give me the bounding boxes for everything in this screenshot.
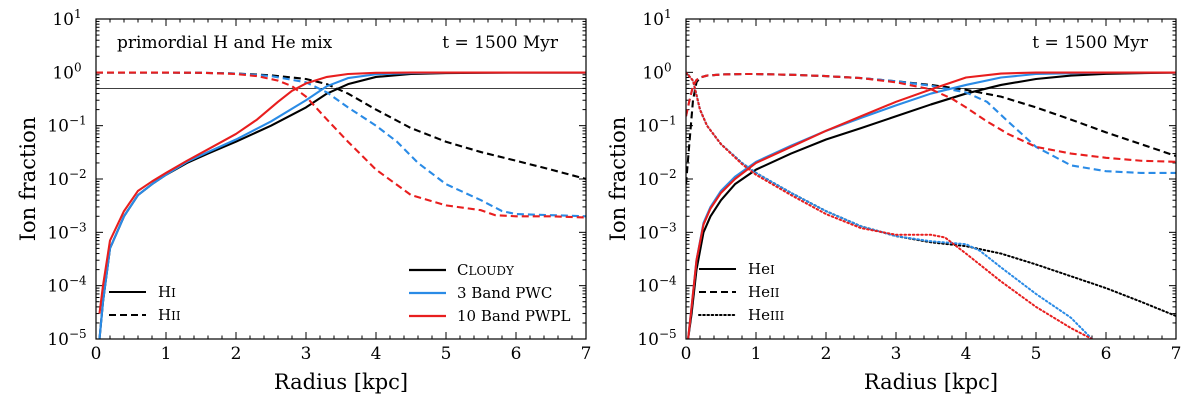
- series-line: [686, 71, 1093, 339]
- left-annotation-time: t = 1500 Myr: [442, 33, 559, 53]
- left-panel: 0 1 2 3 4 5 6 7 10−5 10−4 10−3 10−2 10−1 100 101 Radi…: [16, 7, 591, 394]
- right-x-tick-labels: 0 1 2 3 4 5 6 7: [681, 344, 1182, 364]
- right-y-tick-labels: 10−5 10−4 10−3 10−2 10−1 100 101: [637, 7, 677, 350]
- series-line: [686, 72, 1176, 163]
- left-y-tick-labels: 10−5 10−4 10−3 10−2 10−1 100 101: [47, 7, 87, 350]
- x-tick-label: 4: [961, 344, 972, 364]
- y-tick-label: 10−1: [637, 114, 676, 137]
- y-tick-label: 10−5: [637, 327, 676, 350]
- x-tick-label: 1: [751, 344, 762, 364]
- right-curves: [686, 71, 1176, 339]
- legend-label: HeIII: [748, 306, 784, 324]
- y-tick-label: 10−4: [47, 274, 87, 297]
- legend-label: 3 Band PWC: [457, 284, 552, 302]
- x-tick-label: 5: [441, 344, 452, 364]
- x-tick-label: 6: [1101, 344, 1112, 364]
- y-tick-label: 10−1: [47, 114, 86, 137]
- right-annotation-time: t = 1500 Myr: [1032, 33, 1149, 53]
- series-line: [98, 71, 586, 314]
- left-legend-linestyles: HI HII: [109, 283, 181, 324]
- y-tick-label: 10−3: [47, 220, 86, 243]
- legend-label: HeII: [748, 283, 780, 301]
- series-line: [96, 71, 586, 181]
- x-tick-label: 4: [371, 344, 382, 364]
- x-tick-label: 0: [91, 344, 102, 364]
- legend-label: HII: [158, 306, 181, 324]
- legend-label: HI: [158, 283, 176, 301]
- x-tick-label: 3: [891, 344, 902, 364]
- y-tick-label: 10−2: [637, 167, 676, 190]
- x-tick-label: 7: [1171, 344, 1182, 364]
- legend-label: HeI: [748, 260, 775, 278]
- left-plot-frame: [95, 18, 587, 340]
- right-plot-frame: [685, 18, 1177, 340]
- series-line: [686, 71, 1176, 317]
- right-legend-linestyles: HeI HeII HeIII: [698, 260, 784, 324]
- y-tick-label: 100: [52, 60, 81, 83]
- series-line: [686, 71, 1093, 339]
- left-annotation-mix: primordial H and He mix: [117, 33, 333, 53]
- x-tick-label: 5: [1031, 344, 1042, 364]
- x-tick-label: 2: [821, 344, 832, 364]
- y-tick-label: 101: [52, 7, 81, 30]
- right-y-axis-label: Ion fraction: [606, 117, 630, 242]
- series-line: [687, 71, 1176, 339]
- x-tick-label: 3: [301, 344, 312, 364]
- right-panel: 0 1 2 3 4 5 6 7 10−5 10−4 10−3 10−2 10−1 100 101 Radi…: [606, 7, 1181, 394]
- y-tick-label: 101: [642, 7, 671, 30]
- x-tick-label: 7: [581, 344, 592, 364]
- legend-label: CLOUDY: [457, 261, 515, 279]
- left-y-axis-label: Ion fraction: [16, 117, 40, 242]
- y-tick-label: 10−3: [637, 220, 676, 243]
- y-tick-label: 10−4: [637, 274, 677, 297]
- left-legend-models: CLOUDY 3 Band PWC 10 Band PWPL: [409, 261, 570, 325]
- legend-label: 10 Band PWPL: [457, 307, 570, 325]
- left-curves: [96, 71, 586, 339]
- x-tick-label: 2: [231, 344, 242, 364]
- x-tick-label: 0: [681, 344, 692, 364]
- y-tick-label: 10−2: [47, 167, 86, 190]
- series-line: [96, 71, 586, 219]
- x-tick-label: 6: [511, 344, 522, 364]
- y-tick-label: 10−5: [47, 327, 86, 350]
- series-line: [687, 71, 1176, 339]
- series-line: [686, 72, 1176, 174]
- y-tick-label: 100: [642, 60, 671, 83]
- left-x-tick-labels: 0 1 2 3 4 5 6 7: [91, 344, 592, 364]
- right-x-axis-label: Radius [kpc]: [864, 370, 998, 394]
- x-tick-label: 1: [161, 344, 172, 364]
- series-line: [96, 71, 586, 218]
- left-x-axis-label: Radius [kpc]: [274, 370, 408, 394]
